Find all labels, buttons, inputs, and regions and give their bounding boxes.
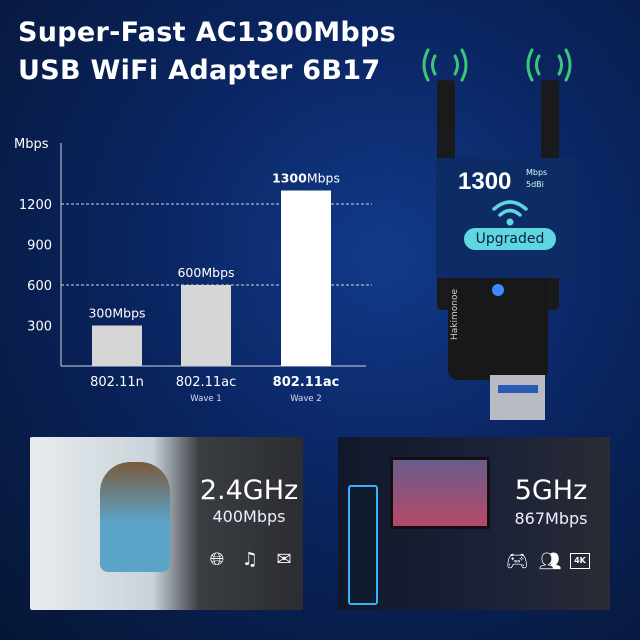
bar-1 (92, 325, 142, 366)
band-5-speed: 867Mbps (514, 509, 588, 528)
gamepad-icon: 🎮︎ (505, 551, 529, 572)
gaming-monitor-photo (390, 457, 490, 529)
headline-line-2: USB WiFi Adapter 6B17 (18, 55, 381, 86)
usb-adapter-product: 1300 Mbps 5dBi Upgraded Hakimonoe (420, 40, 590, 420)
mail-icon: ✉ (276, 549, 292, 570)
4k-icon: 4K (570, 553, 590, 569)
data-label: 600Mbps (177, 265, 234, 280)
brand-logo: Hakimonoe (450, 288, 460, 340)
users-icon: 👥︎ (538, 551, 562, 572)
y-tick-label: 1200 (19, 198, 52, 213)
globe-icon: 🌐︎ (209, 549, 225, 570)
woman-laptop-photo (100, 462, 170, 572)
y-axis-label: Mbps (14, 137, 49, 152)
headline: Super-Fast AC1300Mbps USB WiFi Adapter 6… (18, 14, 396, 90)
x-tick-sublabel: Wave 1 (190, 394, 221, 404)
band-24-frequency: 2.4GHz (199, 475, 299, 506)
data-label: 300Mbps (88, 306, 145, 321)
x-tick-sublabel: Wave 2 (290, 394, 321, 404)
bar-2 (181, 285, 231, 366)
music-note-icon: ♫ (241, 549, 259, 570)
headline-line-1: Super-Fast AC1300Mbps (18, 17, 397, 48)
product-speed: 1300 (458, 168, 512, 195)
y-tick-label: 300 (27, 320, 52, 335)
band-5-frequency: 5GHz (514, 475, 588, 506)
x-tick-label: 802.11ac (273, 375, 340, 390)
data-label: 1300Mbps (272, 171, 340, 186)
speed-bar-chart: Mbps 300 600 900 1200 300Mbps 802.11n 600Mbps 80… (14, 137, 372, 404)
y-tick-label: 900 (27, 239, 52, 254)
gaming-pc-photo (348, 485, 378, 605)
upgraded-badge: Upgraded (464, 228, 556, 250)
y-tick-label: 600 (27, 279, 52, 294)
band-24ghz-panel: 2.4GHz 400Mbps 🌐︎ ♫ ✉ (30, 437, 303, 610)
band-24-speed: 400Mbps (212, 507, 286, 526)
product-gain: 5dBi (526, 180, 544, 189)
band-5ghz-panel: 5GHz 867Mbps 🎮︎ 👥︎ 4K (338, 437, 610, 610)
product-speed-unit: Mbps (526, 168, 548, 177)
wifi-icon (492, 200, 528, 226)
x-tick-label: 802.11n (90, 375, 144, 390)
bar-3 (281, 190, 331, 366)
x-tick-label: 802.11ac (176, 375, 237, 390)
